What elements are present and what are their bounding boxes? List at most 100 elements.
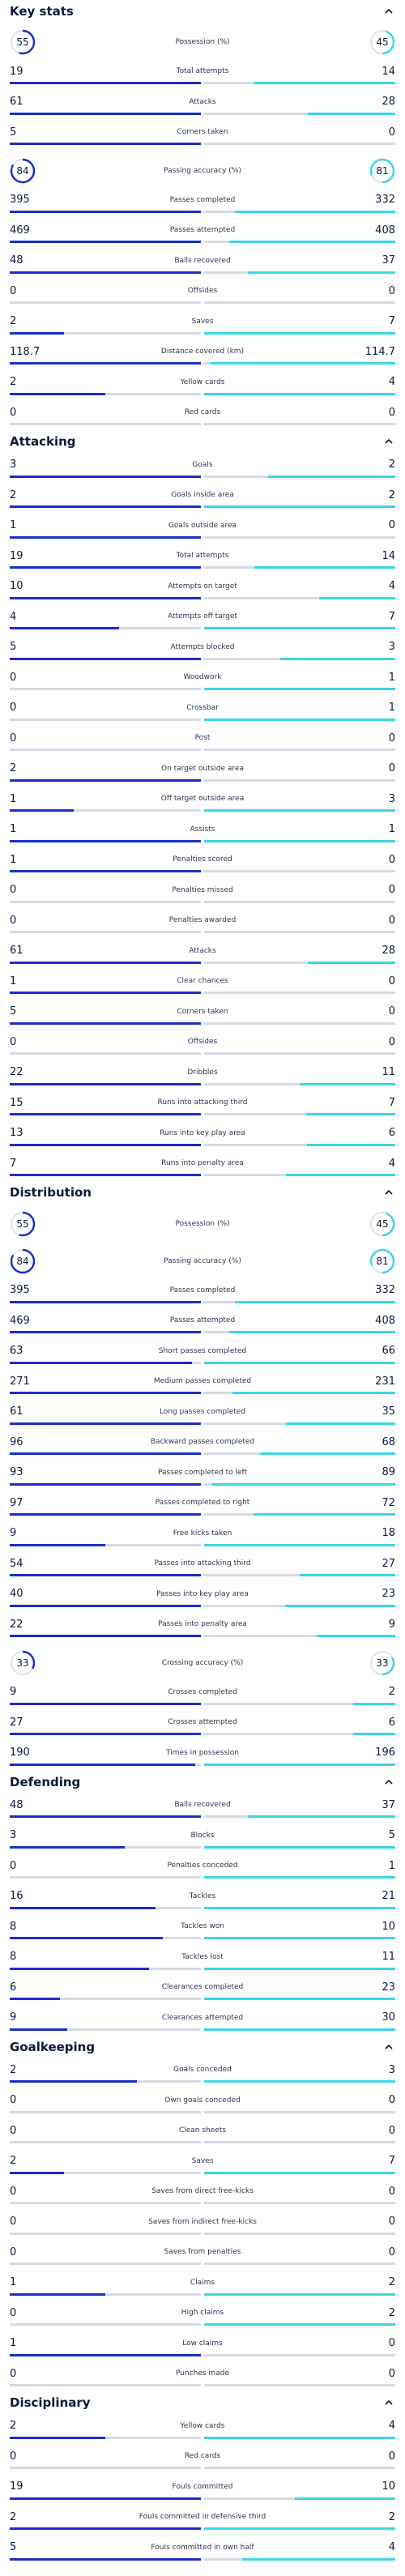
away-bar-track xyxy=(204,1815,395,1818)
away-bar-track xyxy=(204,657,395,660)
home-bar-track xyxy=(10,2436,201,2439)
home-value: 97 xyxy=(10,1496,23,1509)
away-value: 14 xyxy=(382,549,395,562)
away-bar-track xyxy=(204,1331,395,1333)
home-bar-fill xyxy=(10,778,201,782)
home-bar-track xyxy=(10,1733,201,1735)
section-header[interactable]: Key stats xyxy=(0,0,405,22)
section-title: Disciplinary xyxy=(10,2395,91,2410)
section-header[interactable]: Distribution xyxy=(0,1182,405,1204)
home-value: 22 xyxy=(10,1066,23,1078)
stat-label: Free kicks taken xyxy=(173,1529,232,1537)
stat-label: Attempts off target xyxy=(167,612,238,621)
stat-bars xyxy=(10,2171,395,2174)
section-header[interactable]: Defending xyxy=(0,1771,405,1793)
chevron-up-icon[interactable] xyxy=(382,5,395,18)
home-value: 0 xyxy=(10,2216,17,2228)
home-bar-track xyxy=(10,1300,201,1303)
stat-row: 15 7 Runs into attacking third xyxy=(0,1090,405,1121)
away-bar-fill xyxy=(204,1937,395,1939)
home-value: 0 xyxy=(10,2245,17,2258)
stat-bars xyxy=(10,301,395,304)
stat-label: Passes completed to left xyxy=(157,1468,248,1477)
away-bar-fill xyxy=(204,1906,395,1909)
away-value: 7 xyxy=(388,1096,395,1109)
stat-bars xyxy=(10,1513,395,1516)
home-bar-fill xyxy=(10,657,201,660)
stat-label: Passes into penalty area xyxy=(158,1620,247,1628)
stat-label: Offsides xyxy=(187,1038,218,1046)
home-value: 9 xyxy=(10,1527,17,1539)
away-bar-fill xyxy=(318,596,395,599)
stat-bars xyxy=(10,2141,395,2143)
stat-bars xyxy=(10,423,395,425)
section-key-stats: Key stats 55 45 Possession (%) 19 14 Total att… xyxy=(0,0,405,431)
stat-values: 15 7 xyxy=(10,1095,395,1110)
home-bar-track xyxy=(10,2080,201,2083)
away-bar-track xyxy=(204,2080,395,2083)
stat-values: 8 11 xyxy=(10,1950,395,1964)
home-value: 3 xyxy=(10,1829,17,1841)
home-bar-fill xyxy=(10,1082,201,1085)
section-header[interactable]: Disciplinary xyxy=(0,2392,405,2414)
home-bar-fill xyxy=(10,143,201,145)
home-bar-fill xyxy=(10,2353,201,2356)
stat-values: 61 28 xyxy=(10,95,395,109)
section-header[interactable]: Attacking xyxy=(0,431,405,453)
stat-values: 33 33 xyxy=(10,1650,395,1676)
home-bar-track xyxy=(10,2527,201,2530)
away-value: 11 xyxy=(382,1066,395,1078)
stat-row: 0 0 Own goals conceded xyxy=(0,2088,405,2119)
stat-bars xyxy=(10,1998,395,2000)
stat-bars xyxy=(10,1937,395,1939)
stat-row: 1 0 Clear chances xyxy=(0,969,405,1000)
stat-bars xyxy=(10,778,395,782)
home-bar-track xyxy=(10,1604,201,1607)
stat-row: 0 2 High claims xyxy=(0,2301,405,2331)
away-bar-track xyxy=(204,423,395,425)
stat-row: 2 4 Yellow cards xyxy=(0,370,405,401)
away-bar-track xyxy=(204,1052,395,1055)
home-bar-fill xyxy=(10,870,201,872)
away-bar-track xyxy=(204,748,395,751)
away-value: 0 xyxy=(388,284,395,297)
home-value: 1 xyxy=(10,975,17,987)
chevron-up-icon[interactable] xyxy=(382,2396,395,2409)
home-bar-track xyxy=(10,2202,201,2204)
chevron-up-icon[interactable] xyxy=(382,1776,395,1789)
chevron-up-icon[interactable] xyxy=(382,1186,395,1199)
home-bar-fill xyxy=(10,505,201,508)
stat-row: 5 0 Corners taken xyxy=(0,1000,405,1030)
home-value: 13 xyxy=(10,1127,23,1139)
home-bar-fill xyxy=(10,1113,201,1115)
away-bar-track xyxy=(204,2232,395,2235)
stat-label: Clearances attempted xyxy=(161,2013,244,2022)
stat-bars xyxy=(10,1543,395,1546)
away-bar-track xyxy=(204,2141,395,2143)
stat-label: Goals conceded xyxy=(173,2066,232,2074)
home-value: 0 xyxy=(10,884,17,896)
section-header[interactable]: Goalkeeping xyxy=(0,2036,405,2058)
stat-label: Woodwork xyxy=(183,673,222,681)
home-bar-track xyxy=(10,1543,201,1546)
stat-label: Attacks xyxy=(189,946,216,955)
chevron-up-icon[interactable] xyxy=(382,435,395,448)
stat-bars xyxy=(10,1392,395,1394)
stat-label: Backward passes completed xyxy=(150,1438,255,1446)
chevron-up-icon[interactable] xyxy=(382,2041,395,2054)
stat-values: 96 68 xyxy=(10,1435,395,1449)
away-bar-track xyxy=(204,2436,395,2439)
home-bar-track xyxy=(10,992,201,994)
stat-label: Passing accuracy (%) xyxy=(164,166,241,175)
stat-values: 395 332 xyxy=(10,1283,395,1298)
away-bar-track xyxy=(204,82,395,84)
home-bar-track xyxy=(10,596,201,599)
stat-label: Attacks xyxy=(189,97,216,106)
